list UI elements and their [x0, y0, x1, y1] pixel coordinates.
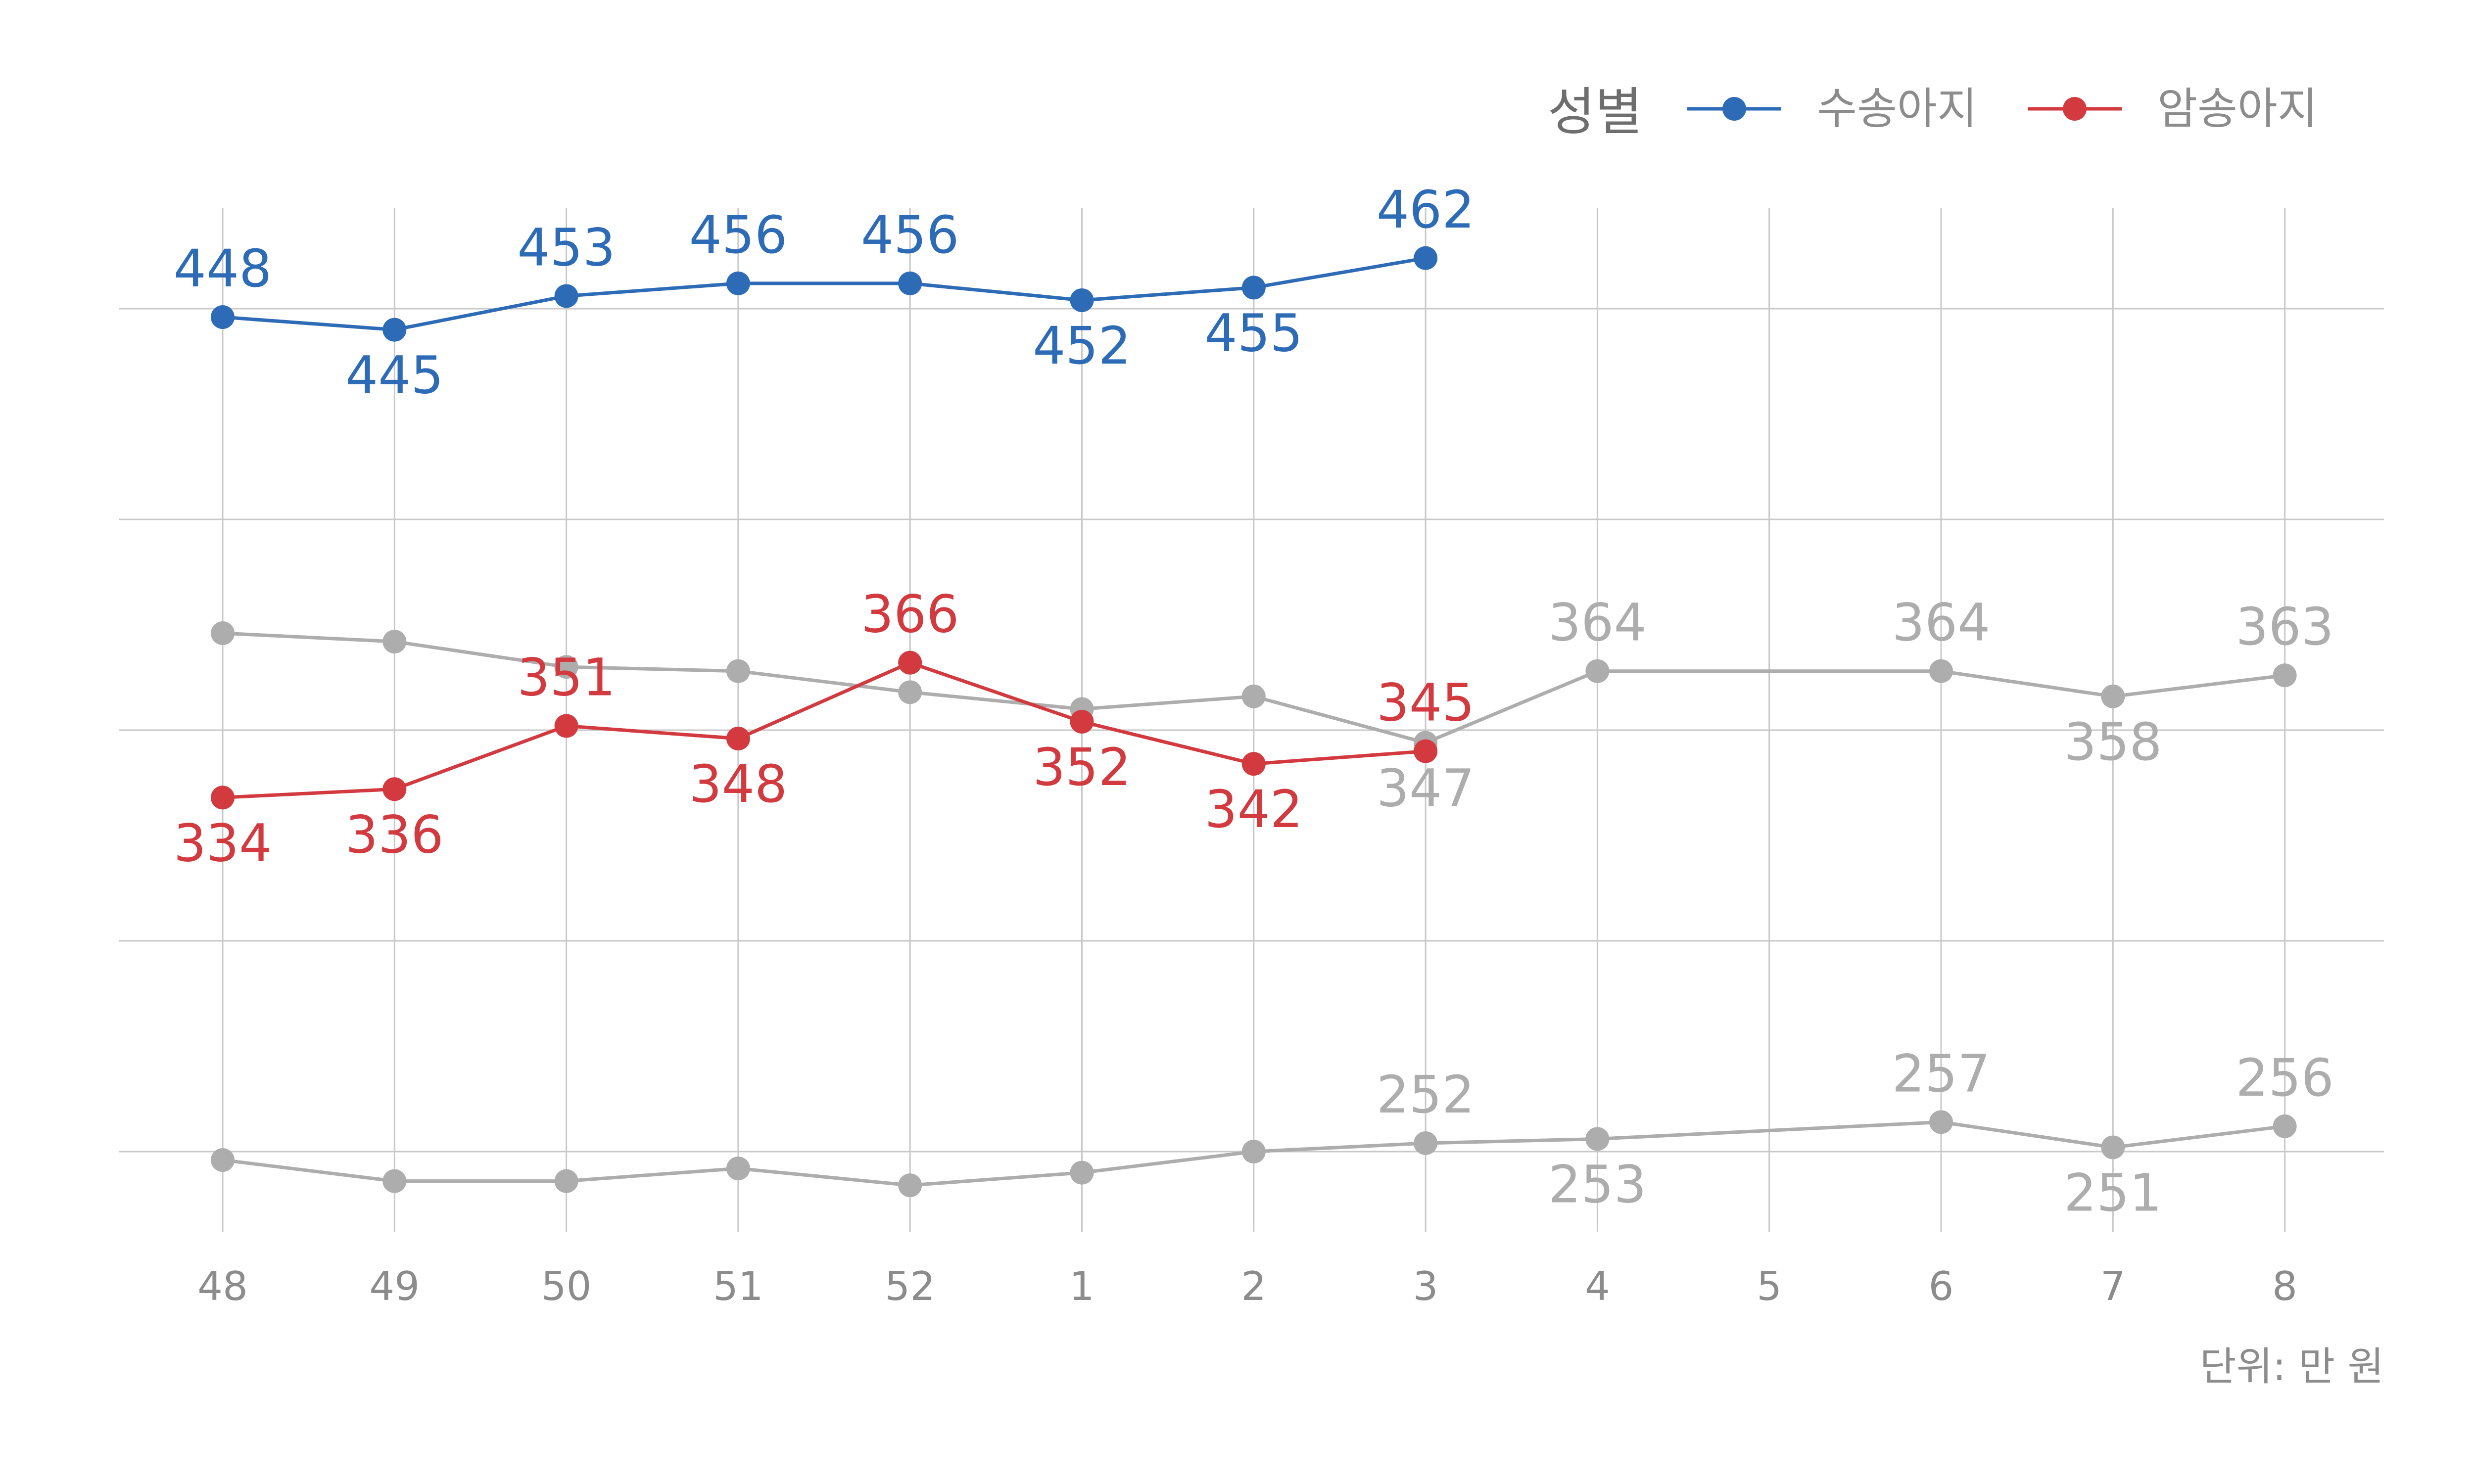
- data-point: [1070, 288, 1094, 312]
- legend-swatch-dot: [2063, 97, 2087, 121]
- unit-caption: 단위: 만 원: [2200, 1344, 2384, 1390]
- data-label: 456: [689, 205, 788, 265]
- data-label: 253: [1548, 1154, 1647, 1214]
- data-point: [726, 659, 750, 683]
- data-point: [554, 655, 578, 679]
- data-label: 256: [2236, 1048, 2334, 1108]
- data-point: [898, 680, 922, 704]
- data-label: 345: [1377, 673, 1475, 733]
- x-tick-label: 7: [2100, 1263, 2126, 1309]
- data-point: [211, 1148, 235, 1172]
- data-label: 364: [1548, 593, 1647, 653]
- data-label: 257: [1892, 1043, 1991, 1104]
- data-point: [1414, 739, 1438, 763]
- data-point: [382, 777, 407, 801]
- data-point: [898, 271, 922, 295]
- x-tick-label: 50: [541, 1263, 592, 1309]
- x-axis-ticks: 48 49 50 51 52 1 2 3 4 5 6 7 8: [197, 1263, 2297, 1309]
- data-label: 336: [345, 804, 444, 865]
- data-point: [2273, 1114, 2297, 1138]
- legend-label: 암송아지: [2157, 83, 2318, 134]
- data-point: [1929, 659, 1953, 683]
- data-point: [1241, 684, 1266, 708]
- x-tick-label: 52: [885, 1263, 935, 1309]
- data-point: [898, 650, 922, 675]
- series-line: [222, 1120, 2285, 1187]
- data-label: 462: [1377, 180, 1475, 240]
- legend: 성별 수송아지 암송아지: [1548, 82, 2318, 142]
- data-point: [898, 1173, 922, 1198]
- data-point: [726, 1157, 750, 1181]
- data-point: [1414, 1131, 1438, 1155]
- x-tick-label: 2: [1241, 1263, 1266, 1309]
- x-tick-label: 6: [1929, 1263, 1954, 1309]
- legend-entry: 암송아지: [2028, 83, 2318, 134]
- data-label: 334: [174, 813, 272, 873]
- data-point: [382, 630, 407, 654]
- series-3: [211, 1110, 2297, 1198]
- data-labels: 448 445 453 456 456 452 455 462 334 336 351 348 366 3…: [174, 180, 2334, 1223]
- data-point: [1929, 1110, 1953, 1134]
- data-label: 252: [1377, 1065, 1475, 1125]
- legend-label: 수송아지: [1817, 83, 1977, 134]
- data-label: 366: [861, 584, 959, 645]
- data-label: 448: [174, 238, 272, 299]
- data-label: 342: [1205, 779, 1303, 839]
- series-line: [222, 631, 2285, 745]
- x-tick-label: 48: [197, 1263, 248, 1309]
- data-point: [554, 1169, 578, 1193]
- data-point: [211, 305, 235, 329]
- series-0: [211, 246, 1438, 342]
- data-label: 445: [345, 345, 444, 406]
- legend-entry: 수송아지: [1687, 83, 1977, 134]
- data-point: [2101, 1135, 2125, 1159]
- series-group: [211, 246, 2297, 1198]
- data-label: 351: [517, 647, 616, 707]
- data-label: 452: [1033, 316, 1131, 376]
- data-point: [554, 714, 578, 738]
- data-point: [211, 621, 235, 646]
- data-point: [1585, 1127, 1610, 1151]
- data-point: [1070, 1160, 1094, 1185]
- legend-title: 성별: [1548, 82, 1642, 142]
- data-point: [2101, 684, 2125, 708]
- data-point: [211, 786, 235, 810]
- data-point: [1241, 752, 1266, 776]
- data-point: [726, 271, 750, 295]
- data-label: 363: [2236, 597, 2334, 657]
- grid: [119, 208, 2384, 1232]
- data-point: [1241, 1140, 1266, 1163]
- data-point: [382, 318, 407, 342]
- data-point: [1414, 246, 1438, 270]
- data-point: [1070, 709, 1094, 734]
- data-point: [2273, 663, 2297, 688]
- data-label: 455: [1205, 303, 1303, 363]
- data-label: 453: [517, 217, 616, 278]
- x-tick-label: 4: [1585, 1263, 1610, 1309]
- data-label: 364: [1892, 593, 1991, 653]
- data-point: [1241, 276, 1266, 300]
- x-tick-label: 8: [2272, 1263, 2297, 1309]
- data-point: [554, 284, 578, 308]
- data-point: [726, 727, 750, 751]
- data-label: 456: [861, 205, 959, 265]
- x-tick-label: 51: [713, 1263, 763, 1309]
- data-label: 347: [1377, 758, 1475, 819]
- x-tick-label: 1: [1069, 1263, 1094, 1309]
- legend-swatch-dot: [1722, 97, 1746, 121]
- series-1: [211, 650, 1438, 810]
- data-label: 352: [1033, 737, 1131, 797]
- x-tick-label: 3: [1413, 1263, 1438, 1309]
- data-label: 251: [2064, 1162, 2162, 1223]
- data-label: 348: [689, 754, 788, 814]
- x-tick-label: 49: [369, 1263, 420, 1309]
- data-point: [382, 1169, 407, 1193]
- x-tick-label: 5: [1757, 1263, 1782, 1309]
- data-point: [1585, 659, 1610, 683]
- data-label: 358: [2064, 712, 2162, 772]
- series-line: [222, 256, 1426, 332]
- series-line: [222, 661, 1426, 799]
